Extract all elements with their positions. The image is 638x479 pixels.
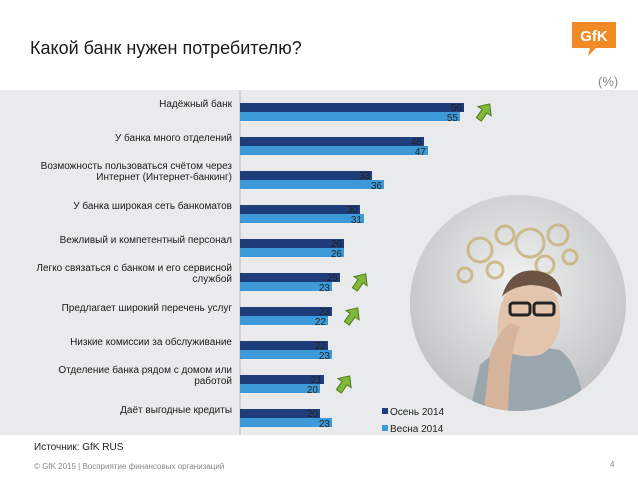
bar-autumn-2014	[240, 239, 344, 248]
legend-label: Весна 2014	[390, 424, 444, 435]
slide-title: Какой банк нужен потребителю?	[30, 38, 302, 58]
legend-swatch	[382, 408, 388, 414]
value-label-autumn-2014: 26	[331, 239, 343, 250]
bar-spring-2014	[240, 350, 332, 359]
up-arrow-icon	[335, 375, 352, 394]
value-label-autumn-2014: 33	[359, 171, 371, 182]
bar-spring-2014	[240, 112, 460, 121]
value-label-autumn-2014: 21	[311, 375, 323, 386]
bar-spring-2014	[240, 146, 428, 155]
value-label-spring-2014: 20	[307, 385, 319, 396]
bar-autumn-2014	[240, 409, 320, 418]
value-label-spring-2014: 22	[315, 317, 327, 328]
value-label-autumn-2014: 30	[347, 205, 359, 216]
value-label-spring-2014: 23	[319, 351, 331, 362]
value-label-autumn-2014: 25	[327, 273, 339, 284]
legend-label: Осень 2014	[390, 407, 445, 418]
category-label: Возможность пользоваться счётом через Ин…	[40, 161, 232, 183]
category-label: Вежливый и компетентный персонал	[59, 235, 232, 246]
unit-label: (%)	[598, 74, 619, 89]
value-label-spring-2014: 23	[319, 283, 331, 294]
bar-chart: 5655464733363031262625232322222321202023…	[239, 90, 492, 435]
bar-autumn-2014	[240, 375, 324, 384]
bar-spring-2014	[240, 418, 332, 427]
bar-spring-2014	[240, 282, 332, 291]
category-label: Даёт выгодные кредиты	[120, 405, 232, 416]
category-label: У банка широкая сеть банкоматов	[73, 201, 232, 212]
category-label: Низкие комиссии за обслуживание	[70, 337, 232, 348]
value-label-autumn-2014: 23	[319, 307, 331, 318]
value-label-spring-2014: 23	[319, 419, 331, 430]
up-arrow-icon	[475, 103, 492, 122]
value-label-spring-2014: 26	[331, 249, 343, 260]
category-label: Предлагает широкий перечень услуг	[61, 303, 232, 314]
category-label: У банка много отделений	[114, 133, 232, 144]
thinking-man-photo	[410, 195, 626, 411]
bar-autumn-2014	[240, 103, 464, 112]
bar-spring-2014	[240, 248, 344, 257]
bar-spring-2014	[240, 316, 328, 325]
value-label-spring-2014: 36	[371, 181, 383, 192]
value-label-spring-2014: 47	[415, 147, 427, 158]
page-number: 4	[610, 460, 615, 469]
up-arrow-icon	[343, 307, 360, 326]
value-label-spring-2014: 55	[447, 113, 459, 124]
bar-autumn-2014	[240, 341, 328, 350]
logo-text: GfK	[580, 28, 608, 45]
source-note: Источник: GfK RUS	[34, 442, 124, 453]
gfk-logo: GfK	[572, 22, 616, 56]
value-label-autumn-2014: 46	[411, 137, 423, 148]
footer-text: © GfK 2015 | Восприятие финансовых орган…	[34, 462, 225, 471]
value-label-autumn-2014: 56	[451, 103, 463, 114]
value-label-autumn-2014: 22	[315, 341, 327, 352]
category-label: Отделение банка рядом с домом или работо…	[58, 365, 232, 387]
category-label: Легко связаться с банком и его сервисной…	[36, 263, 232, 285]
bar-autumn-2014	[240, 205, 360, 214]
legend-swatch	[382, 425, 388, 431]
up-arrow-icon	[351, 273, 368, 292]
bar-spring-2014	[240, 214, 364, 223]
bar-autumn-2014	[240, 171, 372, 180]
bar-autumn-2014	[240, 137, 424, 146]
value-label-spring-2014: 31	[351, 215, 363, 226]
bar-autumn-2014	[240, 273, 340, 282]
bar-spring-2014	[240, 384, 320, 393]
category-label: Надёжный банк	[159, 99, 232, 110]
value-label-autumn-2014: 20	[307, 409, 319, 420]
bar-spring-2014	[240, 180, 384, 189]
bar-autumn-2014	[240, 307, 332, 316]
